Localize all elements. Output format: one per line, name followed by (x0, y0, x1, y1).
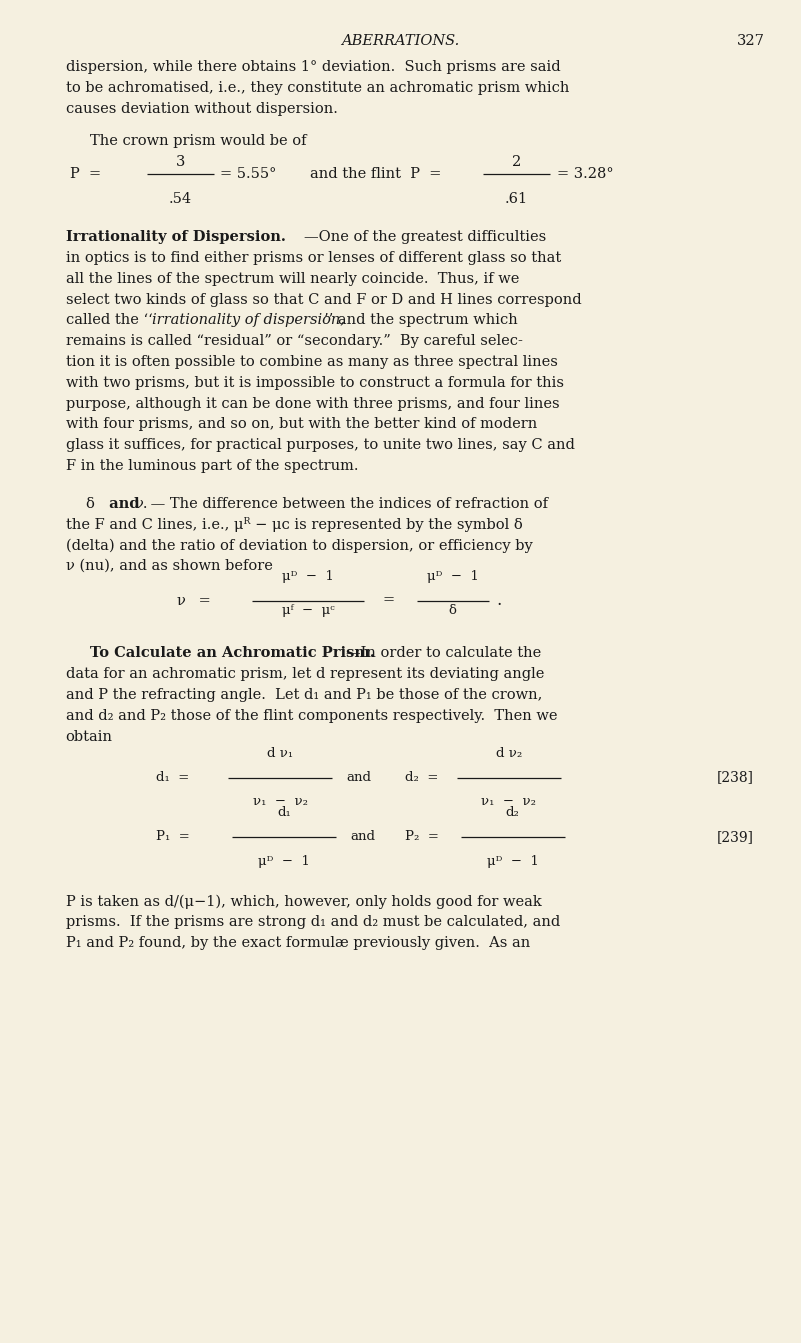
Text: — The difference between the indices of refraction of: — The difference between the indices of … (146, 497, 548, 510)
Text: ν.: ν. (135, 497, 148, 510)
Text: [238]: [238] (717, 771, 754, 784)
Text: d₂  =: d₂ = (405, 771, 438, 784)
Text: P₁  =: P₁ = (156, 830, 190, 843)
Text: and the flint  P  =: and the flint P = (310, 167, 441, 181)
Text: d₁: d₁ (277, 806, 292, 819)
Text: P₂  =: P₂ = (405, 830, 438, 843)
Text: Irrationality of Dispersion.: Irrationality of Dispersion. (66, 230, 286, 244)
Text: δ: δ (449, 604, 457, 616)
Text: and: and (351, 830, 376, 843)
Text: glass it suffices, for practical purposes, to unite two lines, say C and: glass it suffices, for practical purpose… (66, 438, 574, 453)
Text: ’’ and the spectrum which: ’’ and the spectrum which (324, 313, 518, 328)
Text: d₁  =: d₁ = (156, 771, 190, 784)
Text: —One of the greatest difficulties: —One of the greatest difficulties (304, 230, 546, 244)
Text: data for an achromatic prism, let d represent its deviating angle: data for an achromatic prism, let d repr… (66, 667, 544, 681)
Text: 3: 3 (175, 154, 185, 169)
Text: with four prisms, and so on, but with the better kind of modern: with four prisms, and so on, but with th… (66, 418, 537, 431)
Text: —In order to calculate the: —In order to calculate the (346, 646, 541, 661)
Text: and P the refracting angle.  Let d₁ and P₁ be those of the crown,: and P the refracting angle. Let d₁ and P… (66, 688, 542, 702)
Text: P₁ and P₂ found, by the exact formulæ previously given.  As an: P₁ and P₂ found, by the exact formulæ pr… (66, 936, 530, 950)
Text: ν (nu), and as shown before: ν (nu), and as shown before (66, 559, 272, 573)
Text: all the lines of the spectrum will nearly coincide.  Thus, if we: all the lines of the spectrum will nearl… (66, 271, 519, 286)
Text: .54: .54 (169, 192, 191, 205)
Text: to be achromatised, i.e., they constitute an achromatic prism which: to be achromatised, i.e., they constitut… (66, 81, 569, 95)
Text: μᴰ  −  1: μᴰ − 1 (283, 569, 334, 583)
Text: To Calculate an Achromatic Prism.: To Calculate an Achromatic Prism. (90, 646, 375, 661)
Text: called the ‘‘: called the ‘‘ (66, 313, 152, 328)
Text: in optics is to find either prisms or lenses of different glass so that: in optics is to find either prisms or le… (66, 251, 561, 265)
Text: remains is called “residual” or “secondary.”  By careful selec-: remains is called “residual” or “seconda… (66, 334, 522, 348)
Text: d ν₁: d ν₁ (268, 747, 293, 760)
Text: ABERRATIONS.: ABERRATIONS. (341, 34, 460, 47)
Text: prisms.  If the prisms are strong d₁ and d₂ must be calculated, and: prisms. If the prisms are strong d₁ and … (66, 915, 560, 929)
Text: μᴰ  −  1: μᴰ − 1 (487, 854, 538, 868)
Text: μᴰ  −  1: μᴰ − 1 (259, 854, 310, 868)
Text: and: and (104, 497, 145, 510)
Text: and d₂ and P₂ those of the flint components respectively.  Then we: and d₂ and P₂ those of the flint compone… (66, 709, 557, 723)
Text: =: = (382, 594, 394, 607)
Text: ν₁  −  ν₂: ν₁ − ν₂ (481, 795, 536, 808)
Text: [239]: [239] (717, 830, 754, 843)
Text: = 3.28°: = 3.28° (557, 167, 614, 181)
Text: P  =: P = (70, 167, 101, 181)
Text: d₂: d₂ (505, 806, 520, 819)
Text: F in the luminous part of the spectrum.: F in the luminous part of the spectrum. (66, 459, 358, 473)
Text: and: and (347, 771, 372, 784)
Text: P is taken as d/(μ−1), which, however, only holds good for weak: P is taken as d/(μ−1), which, however, o… (66, 894, 541, 908)
Text: = 5.55°: = 5.55° (220, 167, 276, 181)
Text: d ν₂: d ν₂ (496, 747, 521, 760)
Text: .61: .61 (505, 192, 528, 205)
Text: (delta) and the ratio of deviation to dispersion, or efficiency by: (delta) and the ratio of deviation to di… (66, 539, 533, 552)
Text: μᴰ  −  1: μᴰ − 1 (427, 569, 478, 583)
Text: tion it is often possible to combine as many as three spectral lines: tion it is often possible to combine as … (66, 355, 557, 369)
Text: ν₁  −  ν₂: ν₁ − ν₂ (253, 795, 308, 808)
Text: purpose, although it can be done with three prisms, and four lines: purpose, although it can be done with th… (66, 396, 559, 411)
Text: causes deviation without dispersion.: causes deviation without dispersion. (66, 102, 337, 115)
Text: select two kinds of glass so that C and F or D and H lines correspond: select two kinds of glass so that C and … (66, 293, 582, 306)
Text: =: = (194, 594, 211, 607)
Text: The crown prism would be of: The crown prism would be of (90, 134, 306, 148)
Text: .: . (497, 592, 502, 610)
Text: obtain: obtain (66, 729, 113, 744)
Text: μᶠ  −  μᶜ: μᶠ − μᶜ (282, 604, 335, 616)
Text: 2: 2 (512, 154, 521, 169)
Text: irrationality of dispersion,: irrationality of dispersion, (152, 313, 345, 328)
Text: dispersion, while there obtains 1° deviation.  Such prisms are said: dispersion, while there obtains 1° devia… (66, 60, 561, 74)
Text: 327: 327 (737, 34, 765, 47)
Text: with two prisms, but it is impossible to construct a formula for this: with two prisms, but it is impossible to… (66, 376, 564, 389)
Text: δ: δ (86, 497, 95, 510)
Text: the F and C lines, i.e., μᴿ − μᴄ is represented by the symbol δ: the F and C lines, i.e., μᴿ − μᴄ is repr… (66, 517, 522, 532)
Text: ν: ν (176, 594, 185, 607)
